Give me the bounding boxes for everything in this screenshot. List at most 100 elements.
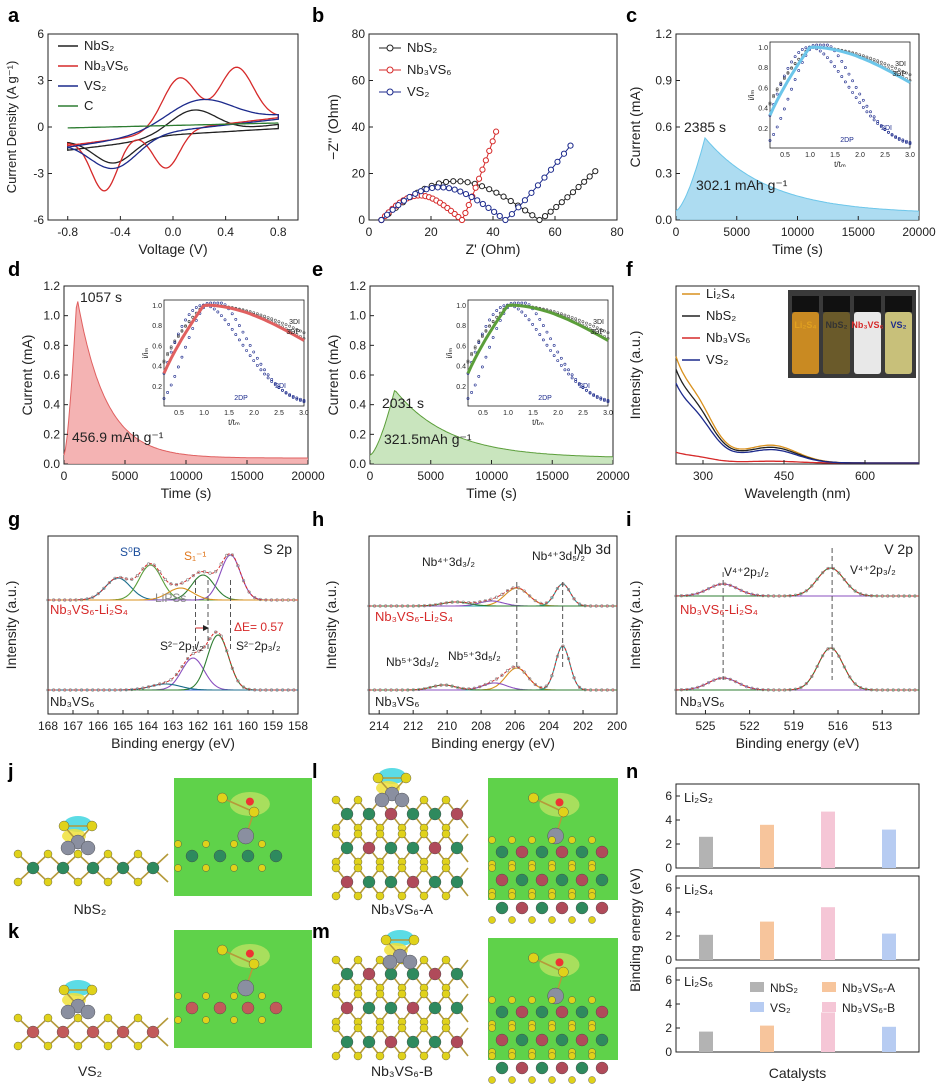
legend-marker xyxy=(386,66,394,74)
xps-envelope xyxy=(48,631,298,691)
inset-model-point xyxy=(595,396,599,399)
x-axis-label: Wavelength (nm) xyxy=(744,485,850,501)
inset-model-point xyxy=(162,360,166,364)
inset-model-point xyxy=(559,363,563,367)
sulfur-atom xyxy=(258,992,266,1000)
xps-envelope xyxy=(676,567,919,597)
lithium-atom xyxy=(237,979,254,997)
inset-model-point xyxy=(603,329,606,333)
sulfur-atom xyxy=(375,829,385,839)
peak-time-label: 1057 s xyxy=(80,289,122,305)
inset-exp-curve xyxy=(162,303,305,374)
xps-point xyxy=(701,589,705,593)
xps-point xyxy=(439,602,443,606)
xps-point xyxy=(46,598,50,602)
xps-point xyxy=(428,603,432,607)
xps-point xyxy=(96,688,100,692)
x-axis-label: Z' (Ohm) xyxy=(466,241,521,257)
sulfur-atom xyxy=(419,829,429,839)
inset-x-tick-label: 3.0 xyxy=(603,410,613,417)
sulfur-atom xyxy=(488,916,496,924)
eis-point xyxy=(440,184,447,191)
metal-atom xyxy=(575,845,589,859)
inset-model-point xyxy=(302,399,306,402)
inset-model-point xyxy=(829,60,833,64)
bond xyxy=(533,957,564,973)
x-axis-label: Time (s) xyxy=(466,485,517,501)
sulfur-atom xyxy=(528,952,539,964)
xps-envelope xyxy=(676,647,919,691)
xps-point xyxy=(577,602,582,606)
eis-point xyxy=(581,178,588,185)
xps-point xyxy=(208,636,212,641)
xps-point xyxy=(788,594,792,598)
x-axis-label: Binding energy (eV) xyxy=(431,735,555,751)
xps-point xyxy=(395,688,399,692)
sulfur-atom xyxy=(419,1051,429,1061)
xps-point xyxy=(799,592,803,596)
sulfur-atom xyxy=(174,992,182,1000)
inset-y-tick-label: 0.4 xyxy=(152,364,162,371)
inset-model-point xyxy=(176,334,180,337)
xps-point xyxy=(46,688,50,692)
legend-label: Nb₃VS₆-A xyxy=(842,981,895,995)
legend-label: NbS₂ xyxy=(706,308,736,323)
panel-letter-a: a xyxy=(8,5,20,27)
sulfur-atom xyxy=(528,916,536,924)
inset-model-point xyxy=(230,312,234,316)
eis-point xyxy=(569,189,577,196)
inset-y-tick-label: 0.8 xyxy=(152,323,162,330)
xps-point xyxy=(848,584,852,588)
y-tick-label: 0.2 xyxy=(43,427,60,441)
xps-point xyxy=(810,584,814,588)
inset-x-tick-label: 1.5 xyxy=(224,410,234,417)
sulfur-atom xyxy=(375,989,385,999)
inset-model-label: 2DP xyxy=(538,395,552,402)
inset-model-point xyxy=(599,397,603,401)
sulfur-atom xyxy=(528,1024,536,1032)
inset-model-point xyxy=(897,68,901,72)
sulfur-atom xyxy=(103,1041,113,1051)
metal-atom xyxy=(406,841,420,855)
bar xyxy=(699,1031,713,1052)
xps-point xyxy=(489,597,493,601)
y-axis-label: Current Density (A g⁻¹) xyxy=(4,61,19,194)
inset-model-point xyxy=(567,368,570,372)
inset-model-point xyxy=(288,394,292,397)
inset-x-label: t/tₘ xyxy=(834,160,846,169)
sulfur-atom xyxy=(408,934,420,946)
inset-y-tick-label: 0.6 xyxy=(152,343,162,350)
vial-body xyxy=(823,312,850,374)
xps-point xyxy=(91,595,95,599)
eis-point xyxy=(502,216,509,224)
sulfur-atom xyxy=(441,795,451,805)
eis-point xyxy=(474,197,481,204)
inset-model-point xyxy=(768,139,772,142)
metal-atom xyxy=(495,845,509,859)
inset-model-point xyxy=(879,125,883,129)
inset-x-tick-label: 1.0 xyxy=(199,410,209,417)
inset-x-label: t/tₘ xyxy=(532,418,544,427)
xps-point xyxy=(589,604,593,608)
xps-point xyxy=(566,588,571,592)
inset-model-point xyxy=(477,374,481,378)
inset-model-point xyxy=(223,318,227,322)
inset-model-point xyxy=(592,324,596,328)
sulfur-atom xyxy=(528,792,539,804)
species-label: Li₂S₂ xyxy=(684,790,713,805)
inset-model-point xyxy=(786,67,790,70)
sulfur-atom xyxy=(400,772,412,784)
xps-point xyxy=(258,597,262,602)
legend-label: NbS₂ xyxy=(407,40,437,55)
xps-point xyxy=(384,688,388,692)
y-tick-label: 1.2 xyxy=(43,279,60,293)
legend-swatch xyxy=(822,982,836,992)
x-tick-label: 0 xyxy=(366,225,373,239)
sulfur-atom xyxy=(568,836,576,844)
inset-model-point xyxy=(520,310,524,314)
inset-y-tick-label: 1.0 xyxy=(758,45,768,52)
sulfur-atom xyxy=(248,806,260,818)
sulfur-atom xyxy=(174,864,182,872)
xps-point xyxy=(219,634,223,638)
xps-point xyxy=(572,597,576,601)
